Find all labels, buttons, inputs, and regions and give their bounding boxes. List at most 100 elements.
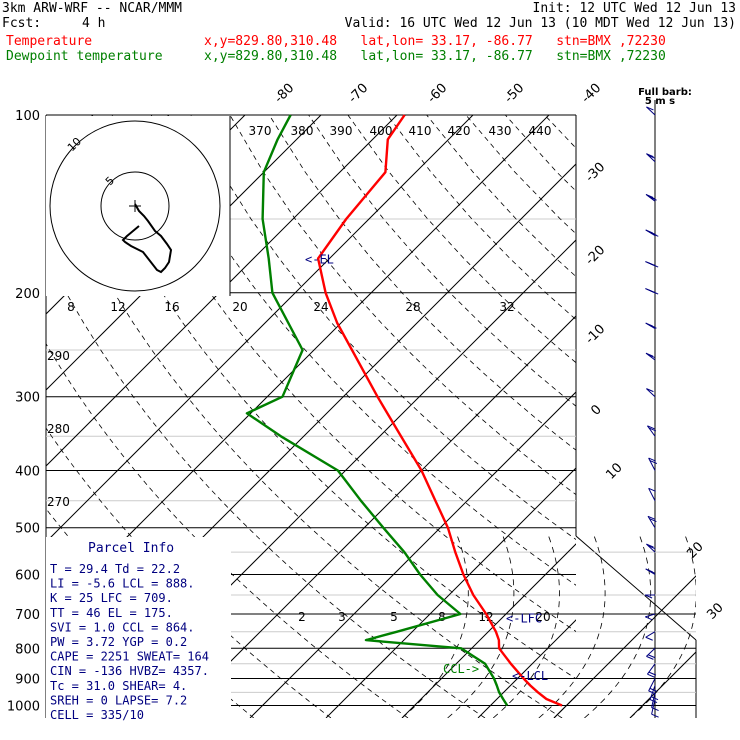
wind-barb-flag xyxy=(646,106,654,111)
dry-adiabat xyxy=(0,115,23,718)
pressure-tick-200: 200 xyxy=(15,287,40,302)
dry-adiabat xyxy=(702,115,740,718)
forecast-value: 4 h xyxy=(82,16,106,31)
wind-barb-flag xyxy=(648,671,657,676)
wind-barb-flag xyxy=(650,263,659,268)
parcel-info-row: Tc = 31.0 SHEAR= 4. xyxy=(50,679,187,693)
lcl-marker: <-LCL xyxy=(512,669,548,683)
temperature-legend: Temperature xyxy=(6,34,93,49)
theta-label: 370 xyxy=(249,124,272,138)
wind-barb-flag xyxy=(648,487,656,492)
wind-barb-flag xyxy=(648,457,656,462)
isotherm xyxy=(553,695,576,718)
theta-label: 410 xyxy=(409,124,432,138)
isotherm-label: -70 xyxy=(346,81,372,107)
wind-barb-flag xyxy=(649,196,657,201)
wind-barb-shaft xyxy=(648,457,656,471)
theta-label: 440 xyxy=(529,124,552,138)
wind-barb-flag xyxy=(647,545,656,550)
wind-barb-shaft xyxy=(647,516,656,528)
lfc-marker: <-LFC xyxy=(506,611,542,625)
wind-barb-flag xyxy=(650,696,659,701)
wind-barb-flag xyxy=(646,543,654,548)
pressure-tick-700: 700 xyxy=(15,608,40,623)
parcel-info-row: LI = -5.6 LCL = 888. xyxy=(50,577,195,591)
isotherm xyxy=(553,575,696,718)
isotherm xyxy=(325,467,576,718)
ccl-marker: CCL-> xyxy=(443,662,479,676)
dry-adiabat xyxy=(663,115,740,718)
pressure-tick-600: 600 xyxy=(15,568,40,583)
wind-barb-flag xyxy=(645,616,653,621)
isotherm-lower-group xyxy=(553,575,696,718)
parcel-info-row: CAPE = 2251 SWEAT= 164 xyxy=(50,650,209,664)
theta-label: 430 xyxy=(489,124,512,138)
hodograph-ring-inner xyxy=(100,171,170,241)
wind-barb-shaft xyxy=(646,106,656,116)
wind-barb-flag xyxy=(646,388,654,393)
dry-adiabat xyxy=(111,115,576,632)
isotherm xyxy=(706,115,740,718)
forecast-label: Fcst: xyxy=(2,16,42,31)
hodograph-trace xyxy=(121,203,173,274)
parcel-info-title: Parcel Info xyxy=(88,541,174,556)
wind-barb-flag xyxy=(649,324,657,329)
temperature-trace xyxy=(316,114,563,707)
wind-barb-flag xyxy=(646,655,654,660)
model-title: 3km ARW-WRF -- NCAR/MMM xyxy=(2,1,183,16)
moist-adiabat-group xyxy=(401,536,696,718)
wind-barb-shaft xyxy=(646,647,656,657)
wind-barb-flag xyxy=(647,569,655,574)
plot-diagonal-border xyxy=(575,535,697,641)
full-barb-value: 5 m s xyxy=(645,96,675,107)
parcel-info-row: T = 29.4 Td = 22.2 xyxy=(50,562,180,576)
theta-label: 380 xyxy=(291,124,314,138)
parcel-info-row: SVI = 1.0 CCL = 864. xyxy=(50,620,195,634)
dry-adiabat xyxy=(386,115,576,321)
valid-time: Valid: 16 UTC Wed 12 Jun 13 (10 MDT Wed … xyxy=(344,16,736,31)
wind-barb-shaft xyxy=(648,488,656,501)
wind-barb-shaft xyxy=(647,663,656,675)
wind-barb-flag xyxy=(651,232,659,237)
wind-barb-shaft xyxy=(645,613,656,618)
wind-barb-flag xyxy=(649,460,658,465)
wind-speed-label: 8 xyxy=(67,300,75,314)
hodograph-ring-outer xyxy=(49,120,221,292)
isotherm xyxy=(46,115,474,543)
isotherm-label: 30 xyxy=(704,600,726,622)
wind-speed-label: 24 xyxy=(313,300,328,314)
wind-barb-flag xyxy=(644,594,653,599)
isotherm-label: -80 xyxy=(272,81,298,107)
isotherm-label: -10 xyxy=(583,322,609,348)
dry-adiabat xyxy=(46,252,486,718)
temperature-location: x,y=829.80,310.48 lat,lon= 33.17, -86.77… xyxy=(204,34,666,49)
moist-adiabat xyxy=(401,536,469,718)
isotherm xyxy=(46,115,398,467)
wind-barb-flag xyxy=(648,427,657,432)
mixing-ratio-label: 20 xyxy=(535,610,550,624)
theta-label-lower: 280 xyxy=(47,422,70,436)
wind-barb-flag xyxy=(647,195,656,200)
moist-adiabat xyxy=(492,536,560,718)
wind-barb-flag xyxy=(647,654,656,659)
parcel-info-row: TT = 46 EL = 175. xyxy=(50,606,173,620)
dry-adiabat xyxy=(46,342,409,718)
mixing-ratio-label: 5 xyxy=(390,610,398,624)
wind-barb-flag xyxy=(645,352,654,357)
isotherm-label: -50 xyxy=(502,81,528,107)
wind-barb-flag xyxy=(647,425,655,430)
mixing-ratio-label: 3 xyxy=(338,610,346,624)
wind-barb-shaft xyxy=(651,692,656,708)
wind-barb-flag xyxy=(647,673,655,678)
isotherm-label: -20 xyxy=(583,243,609,269)
pressure-tick-300: 300 xyxy=(15,391,40,406)
theta-label: 390 xyxy=(330,124,353,138)
wind-speed-label: 28 xyxy=(405,300,420,314)
wind-barb-flag xyxy=(650,290,659,295)
wind-barb-flag xyxy=(647,515,656,520)
mixing-ratio-label: 8 xyxy=(438,610,446,624)
pressure-tick-400: 400 xyxy=(15,465,40,480)
dry-adiabat xyxy=(584,115,740,718)
wind-barb-shaft xyxy=(646,388,656,398)
theta-label: 420 xyxy=(448,124,471,138)
